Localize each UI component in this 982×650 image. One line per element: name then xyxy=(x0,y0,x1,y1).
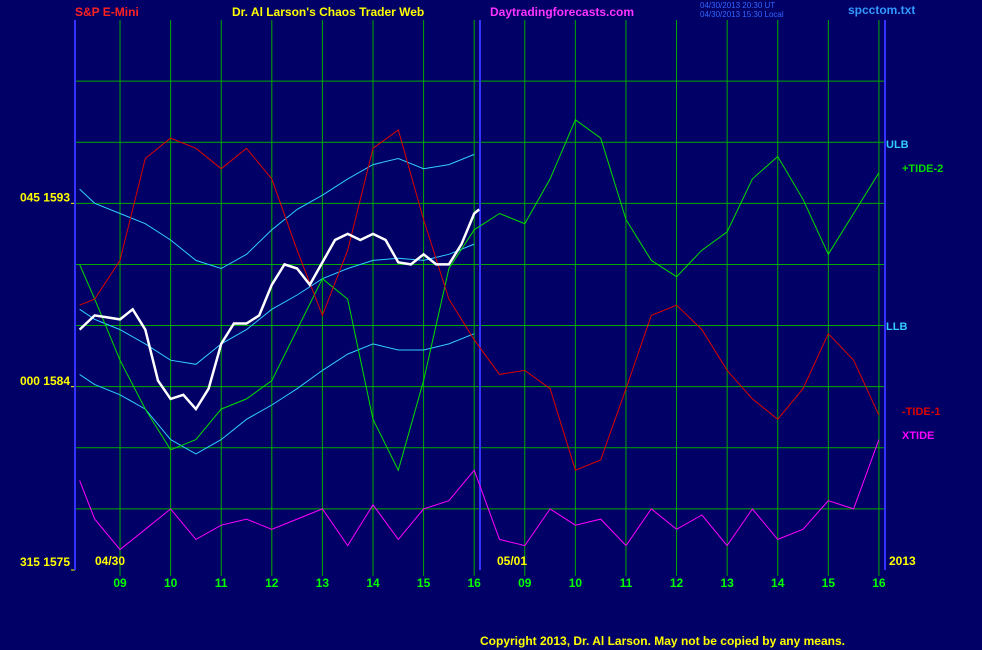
x-tick-label: 12 xyxy=(265,576,279,590)
legend-label: +TIDE-2 xyxy=(902,163,943,175)
series-line xyxy=(79,119,880,472)
date-label: 2013 xyxy=(889,554,916,568)
x-tick-label: 11 xyxy=(620,576,633,590)
legend-label: LLB xyxy=(886,321,907,333)
file-name: spcctom.txt xyxy=(848,3,915,17)
legend-label: -TIDE-1 xyxy=(902,406,941,418)
y-tick-label: 315 1575 xyxy=(20,555,70,569)
x-tick-label: 09 xyxy=(113,576,127,590)
x-tick-label: 15 xyxy=(417,576,431,590)
series-line xyxy=(79,439,880,551)
copyright: Copyright 2013, Dr. Al Larson. May not b… xyxy=(480,634,845,648)
series-line xyxy=(79,333,475,455)
x-tick-label: 13 xyxy=(720,576,734,590)
legend-label: XTIDE xyxy=(902,430,934,442)
series-line xyxy=(79,243,475,365)
date-label: 05/01 xyxy=(497,554,527,568)
x-tick-label: 16 xyxy=(468,576,482,590)
price-line xyxy=(78,208,480,412)
plot: ULB LLB +TIDE-2 -TIDE-1 XTIDE xyxy=(78,119,943,551)
timestamp: 04/30/2013 15:30 Local xyxy=(700,10,784,19)
y-tick-label: 045 1593 xyxy=(20,191,70,205)
x-tick-label: 09 xyxy=(518,576,532,590)
grid: 09 10 11 12 13 14 15 16 09 10 11 12 13 14 15 16 045 1593… xyxy=(20,20,886,590)
y-tick-label: 000 1584 xyxy=(20,374,70,388)
date-label: 04/30 xyxy=(95,554,125,568)
site-name: Daytradingforecasts.com xyxy=(490,5,634,19)
x-tick-label: 14 xyxy=(366,576,380,590)
series-line xyxy=(79,153,475,270)
chart-title: S&P E-Mini xyxy=(75,5,139,19)
x-tick-label: 10 xyxy=(569,576,583,590)
series-line xyxy=(79,129,880,471)
x-tick-label: 13 xyxy=(316,576,330,590)
timestamp: 04/30/2013 20:30 UT xyxy=(700,1,775,10)
x-tick-label: 15 xyxy=(822,576,836,590)
x-tick-label: 10 xyxy=(164,576,178,590)
legend-label: ULB xyxy=(886,139,909,151)
chart-subtitle: Dr. Al Larson's Chaos Trader Web xyxy=(232,5,424,19)
x-tick-label: 11 xyxy=(215,576,228,590)
x-tick-label: 14 xyxy=(771,576,785,590)
x-tick-label: 16 xyxy=(872,576,886,590)
x-tick-label: 12 xyxy=(670,576,684,590)
